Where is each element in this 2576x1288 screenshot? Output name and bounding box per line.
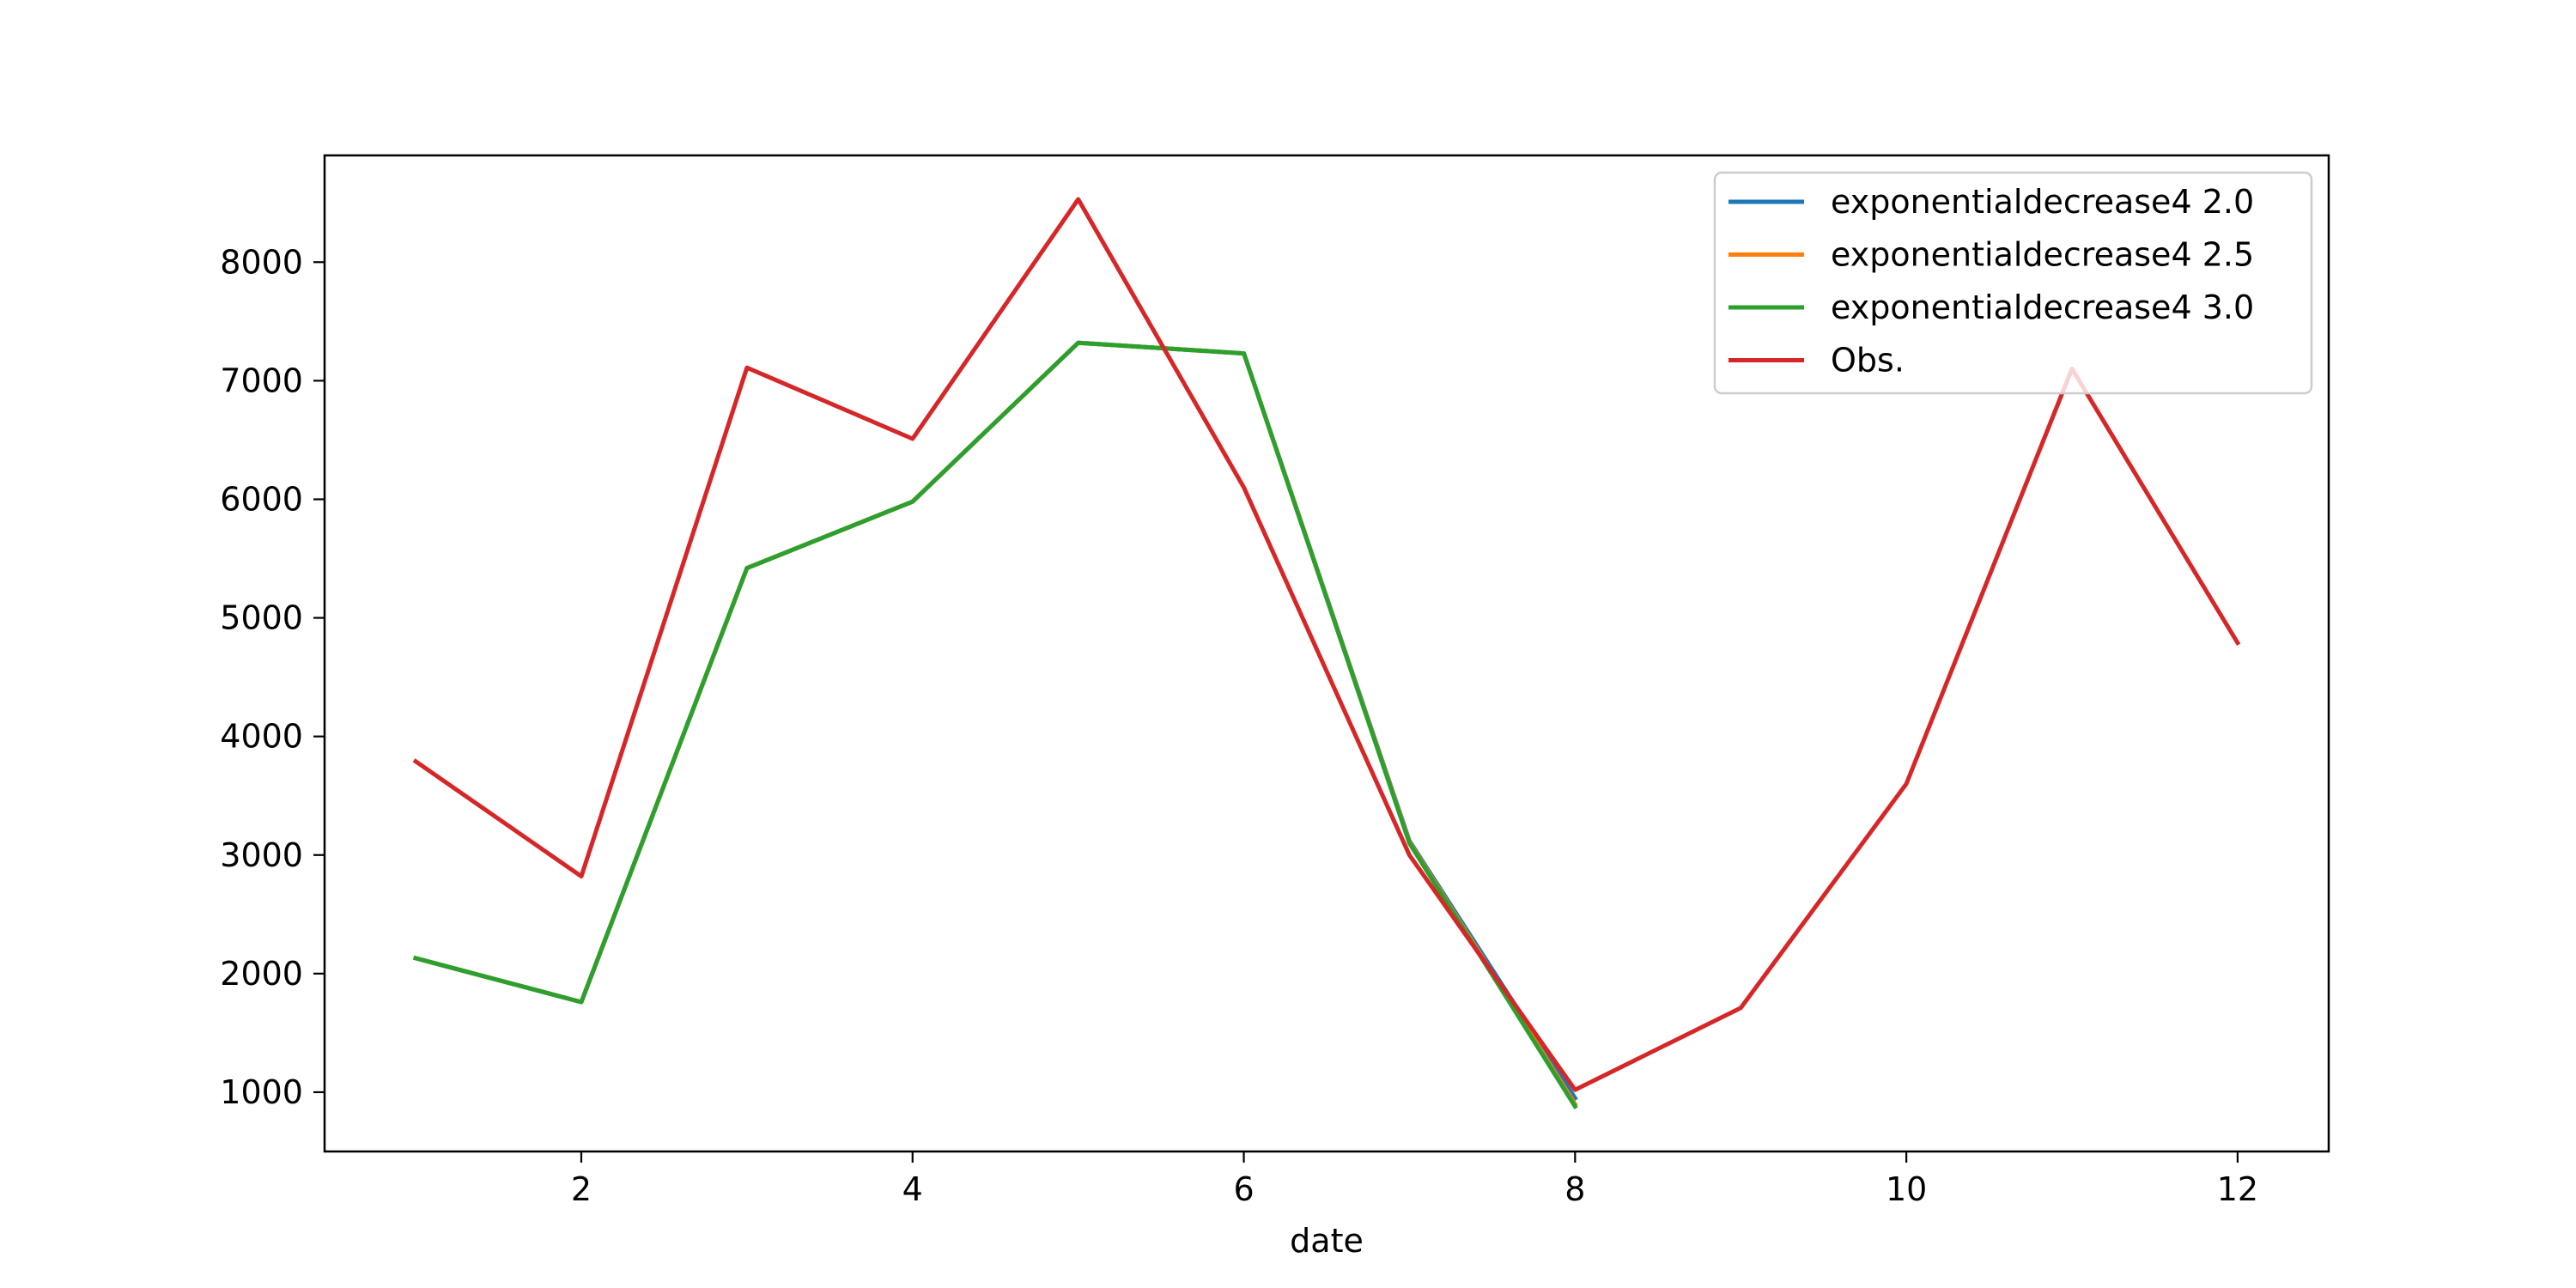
y-tick-label: 3000 <box>220 836 303 874</box>
legend-label: exponentialdecrease4 2.5 <box>1831 236 2254 274</box>
series-layer <box>412 197 2241 1109</box>
x-tick-label: 4 <box>902 1170 923 1208</box>
x-tick-label: 10 <box>1886 1170 1927 1208</box>
y-tick-label: 7000 <box>220 361 303 399</box>
legend-box <box>1713 171 2313 395</box>
y-tick-label: 4000 <box>220 718 303 756</box>
y-tick-label: 1000 <box>220 1073 303 1111</box>
legend-label: exponentialdecrease4 3.0 <box>1831 289 2254 326</box>
series-line-4 <box>412 197 2241 1092</box>
series-line-3 <box>413 340 1578 1109</box>
y-tick-label: 2000 <box>220 955 303 993</box>
legend-label: exponentialdecrease4 2.0 <box>1831 183 2254 221</box>
legend: exponentialdecrease4 2.0 exponentialdecre… <box>1713 171 2313 395</box>
plot-frame <box>323 154 2330 1153</box>
x-axis-label: date <box>1290 1222 1364 1260</box>
x-tick-label: 8 <box>1564 1170 1585 1208</box>
y-tick-label: 6000 <box>220 480 303 518</box>
y-tick-label: 8000 <box>220 243 303 281</box>
x-tick-label: 2 <box>571 1170 592 1208</box>
x-tick-label: 6 <box>1233 1170 1254 1208</box>
legend-label: Obs. <box>1831 342 1905 380</box>
x-axis: 2 4 6 8 10 12 <box>571 1151 2258 1208</box>
y-tick-label: 5000 <box>220 599 303 637</box>
series-line-2 <box>413 340 1578 1108</box>
y-axis: 1000 2000 3000 4000 5000 6000 7000 8000 <box>220 243 325 1111</box>
x-tick-label: 12 <box>2217 1170 2258 1208</box>
